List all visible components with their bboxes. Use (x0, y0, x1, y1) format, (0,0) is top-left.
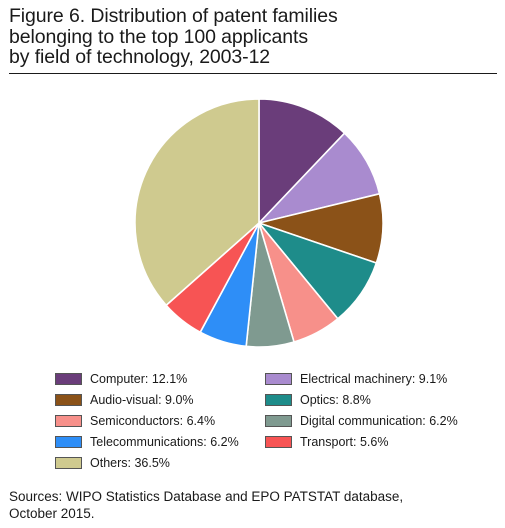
legend-label-computer: Computer: 12.1% (90, 372, 188, 386)
legend-swatch-transport (265, 436, 292, 448)
legend-label-optics: Optics: 8.8% (300, 393, 371, 407)
title-line-3: by field of technology, 2003-12 (9, 46, 271, 68)
legend-label-telecommunications: Telecommunications: 6.2% (90, 435, 239, 449)
legend-item-optics: Optics: 8.8% (265, 392, 371, 408)
legend-item-digital-communication: Digital communication: 6.2% (265, 413, 458, 429)
pie-slice-computer (258, 98, 346, 224)
legend-label-digital-communication: Digital communication: 6.2% (300, 414, 458, 428)
legend-swatch-digital-communication (265, 415, 292, 427)
legend-swatch-others (55, 457, 82, 469)
legend-item-electrical-machinery: Electrical machinery: 9.1% (265, 371, 447, 387)
legend-label-others: Others: 36.5% (90, 456, 170, 470)
pie-chart (134, 98, 384, 348)
legend-label-semiconductors: Semiconductors: 6.4% (90, 414, 216, 428)
legend-swatch-audio-visual (55, 394, 82, 406)
legend-item-computer: Computer: 12.1% (55, 371, 187, 387)
legend-label-electrical-machinery: Electrical machinery: 9.1% (300, 372, 448, 386)
legend-label-transport: Transport: 5.6% (300, 435, 389, 449)
legend-item-others: Others: 36.5% (55, 455, 170, 471)
chart-title: Figure 6. Distribution of patent familie… (9, 6, 497, 68)
legend-item-semiconductors: Semiconductors: 6.4% (55, 413, 215, 429)
pie-slice-others (134, 98, 260, 307)
legend-item-telecommunications: Telecommunications: 6.2% (55, 434, 239, 450)
legend-swatch-electrical-machinery (265, 373, 292, 385)
title-line-2: belonging to the top 100 applicants (9, 25, 308, 48)
legend-item-audio-visual: Audio-visual: 9.0% (55, 392, 194, 408)
title-divider (9, 73, 497, 74)
legend-swatch-semiconductors (55, 415, 82, 427)
legend-label-audio-visual: Audio-visual: 9.0% (90, 393, 194, 407)
source-note: Sources: WIPO Statistics Database and EP… (9, 488, 497, 522)
legend-swatch-computer (55, 373, 82, 385)
legend-item-transport: Transport: 5.6% (265, 434, 388, 450)
source-line-2: October 2015. (9, 506, 95, 521)
title-line-1: Figure 6. Distribution of patent familie… (9, 5, 338, 27)
legend-swatch-optics (265, 394, 292, 406)
source-line-1: Sources: WIPO Statistics Database and EP… (9, 489, 404, 504)
legend-swatch-telecommunications (55, 436, 82, 448)
